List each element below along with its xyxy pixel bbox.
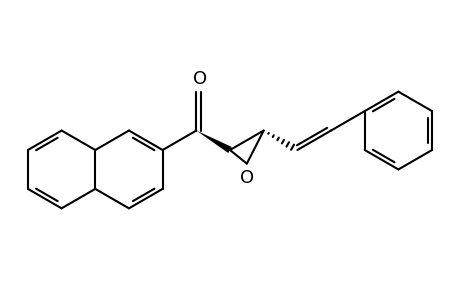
Polygon shape — [196, 130, 231, 153]
Text: O: O — [239, 169, 253, 188]
Text: O: O — [193, 70, 207, 88]
